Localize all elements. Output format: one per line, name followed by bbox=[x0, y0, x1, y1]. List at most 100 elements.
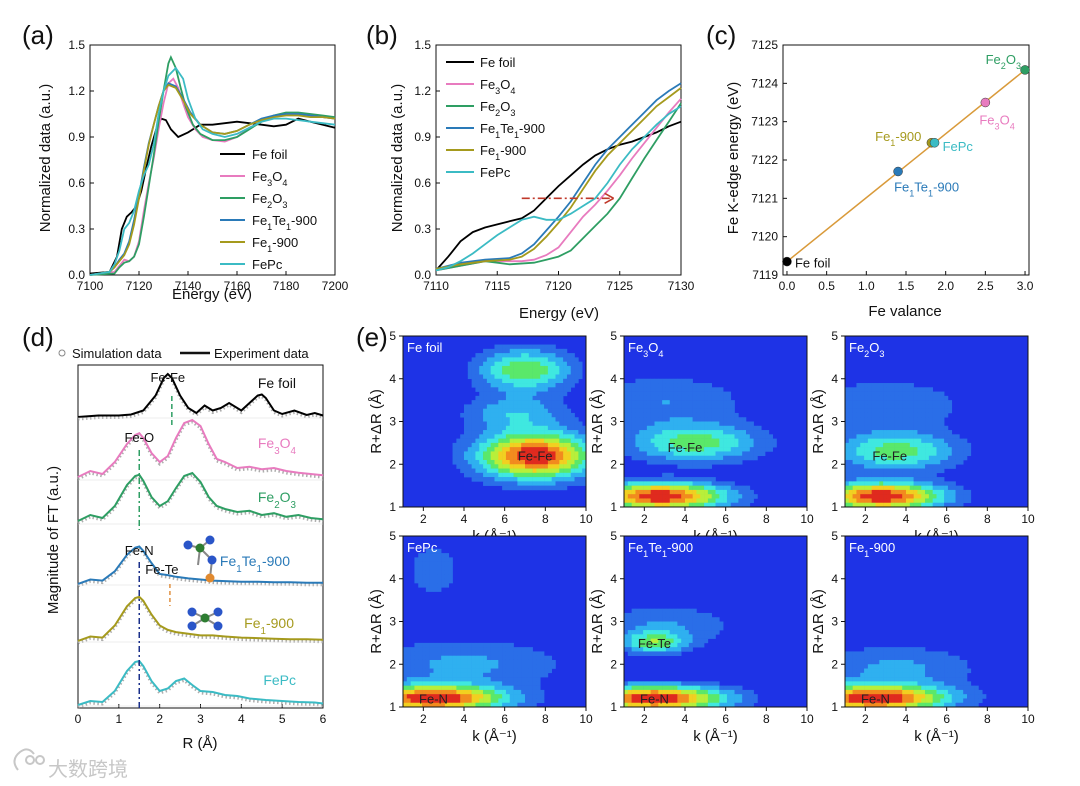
wavelet-cell bbox=[635, 498, 640, 504]
wavelet-cell bbox=[704, 702, 709, 708]
wavelet-cell bbox=[517, 344, 522, 350]
wavelet-cell bbox=[479, 647, 484, 652]
wavelet-cell bbox=[654, 378, 659, 384]
wavelet-cell bbox=[944, 442, 949, 448]
wavelet-cell bbox=[547, 664, 552, 669]
wavelet-cell bbox=[761, 447, 766, 452]
wavelet-cell bbox=[700, 498, 705, 504]
wavelet-cell bbox=[700, 387, 705, 392]
wavelet-cell bbox=[688, 383, 693, 388]
wavelet-cell bbox=[909, 481, 914, 486]
wavelet-cell bbox=[479, 442, 484, 448]
wavelet-cell bbox=[864, 395, 869, 401]
wavelet-cell bbox=[509, 357, 514, 362]
wavelet-cell bbox=[475, 647, 480, 652]
wavelet-cell bbox=[711, 434, 716, 439]
wavelet-cell bbox=[646, 702, 651, 708]
wavelet-cell bbox=[688, 502, 693, 508]
wavelet-cell bbox=[665, 481, 671, 486]
wavelet-cell bbox=[505, 477, 511, 482]
wavelet-cell bbox=[441, 553, 446, 558]
wavelet-cell bbox=[704, 447, 709, 452]
wavelet-cell bbox=[505, 370, 511, 375]
wavelet-cell bbox=[665, 477, 671, 482]
wavelet-cell bbox=[403, 655, 408, 661]
wavelet-cell bbox=[928, 498, 933, 504]
wavelet-cell bbox=[536, 447, 541, 452]
wavelet-cell bbox=[677, 502, 682, 508]
wavelet-cell bbox=[536, 689, 541, 695]
wavelet-cell bbox=[643, 689, 648, 695]
wavelet-cell bbox=[917, 485, 922, 491]
wavelet-cell bbox=[917, 421, 922, 427]
wavelet-cell bbox=[692, 425, 697, 431]
wavelet-cell bbox=[429, 668, 434, 674]
wavelet-bond-label: Fe-Fe bbox=[872, 449, 907, 464]
wavelet-cell bbox=[521, 468, 526, 474]
wavelet-cell bbox=[467, 434, 472, 439]
wavelet-cell bbox=[555, 400, 560, 405]
wavelet-cell bbox=[711, 387, 716, 392]
subscript: 1 bbox=[909, 189, 914, 199]
wavelet-cell bbox=[867, 481, 872, 486]
wavelet-cell bbox=[685, 685, 690, 691]
wavelet-cell bbox=[460, 677, 465, 682]
wavelet-cell bbox=[665, 625, 671, 631]
wavelet-cell bbox=[925, 677, 930, 682]
wavelet-cell bbox=[627, 494, 632, 499]
wavelet-cell bbox=[425, 583, 430, 588]
wavelet-cell bbox=[925, 438, 930, 444]
panel-a-ytick-label: 0.6 bbox=[68, 176, 85, 190]
wavelet-cell bbox=[894, 694, 899, 699]
wavelet-cell bbox=[643, 421, 648, 427]
wavelet-cell bbox=[681, 498, 686, 504]
wavelet-cell bbox=[498, 681, 503, 686]
wavelet-cell bbox=[867, 408, 872, 414]
wavelet-cell bbox=[490, 378, 495, 384]
wavelet-cell bbox=[890, 672, 895, 678]
wavelet-cell bbox=[658, 485, 663, 491]
wavelet-cell bbox=[917, 502, 922, 508]
wavelet-cell bbox=[867, 659, 872, 665]
wavelet-cell bbox=[940, 395, 945, 401]
wavelet-cell bbox=[871, 412, 876, 418]
wavelet-cell bbox=[681, 387, 686, 392]
label-part: Fe foil bbox=[258, 375, 296, 391]
wavelet-cell bbox=[574, 455, 579, 461]
wavelet-cell bbox=[723, 412, 728, 418]
wavelet-ytick-label: 3 bbox=[389, 415, 396, 429]
wavelet-cell bbox=[864, 677, 869, 682]
wavelet-cell bbox=[864, 485, 869, 491]
wavelet-cell bbox=[578, 455, 583, 461]
wavelet-cell bbox=[902, 498, 907, 504]
wavelet-cell bbox=[867, 494, 872, 499]
wavelet-cell bbox=[886, 485, 892, 491]
wavelet-cell bbox=[471, 468, 476, 474]
wavelet-cell bbox=[913, 447, 918, 452]
wavelet-cell bbox=[433, 557, 438, 562]
wavelet-cell bbox=[498, 408, 503, 414]
wavelet-cell bbox=[700, 689, 705, 695]
wavelet-cell bbox=[852, 412, 857, 418]
wavelet-cell bbox=[574, 430, 579, 435]
wavelet-cell bbox=[441, 574, 446, 580]
wavelet-cell bbox=[505, 404, 511, 409]
wavelet-cell bbox=[578, 468, 583, 474]
wavelet-cell bbox=[673, 642, 678, 648]
wavelet-cell bbox=[852, 387, 857, 392]
wavelet-cell bbox=[955, 694, 960, 699]
wavelet-cell bbox=[685, 485, 690, 491]
wavelet-cell bbox=[624, 434, 629, 439]
wavelet-cell bbox=[662, 498, 667, 504]
wavelet-cell bbox=[456, 651, 461, 656]
wavelet-cell bbox=[726, 459, 732, 465]
wavelet-cell bbox=[578, 365, 583, 371]
wavelet-cell bbox=[848, 485, 853, 491]
wavelet-cell bbox=[860, 685, 865, 691]
wavelet-cell bbox=[475, 430, 480, 435]
wavelet-cell bbox=[479, 447, 484, 452]
wavelet-cell bbox=[856, 391, 861, 397]
wavelet-cell bbox=[932, 668, 937, 674]
wavelet-cell bbox=[639, 430, 644, 435]
wavelet-cell bbox=[532, 468, 537, 474]
